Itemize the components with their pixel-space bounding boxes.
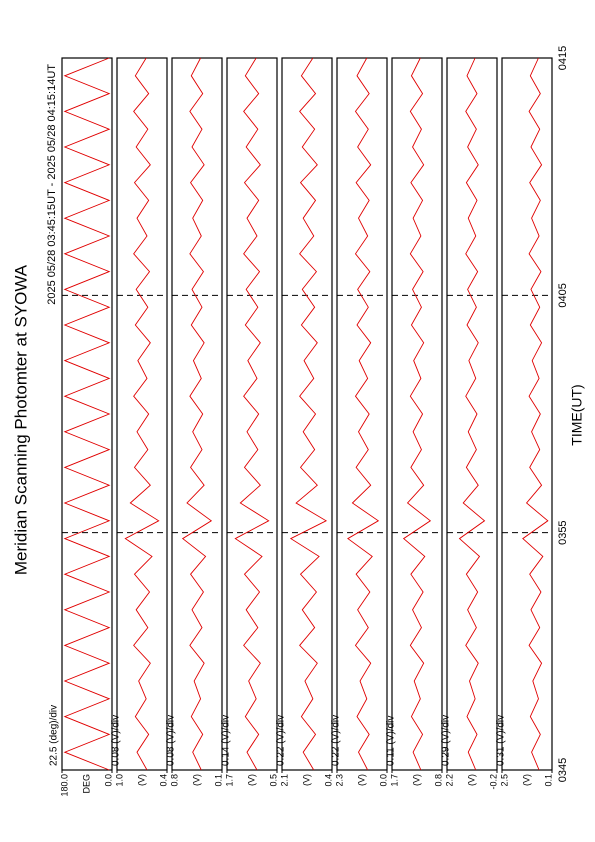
y-unit-label: (V) [521, 774, 531, 786]
scale-label: 0.29 (V)/div [441, 715, 452, 766]
x-tick-label: 0345 [557, 758, 569, 782]
y-tick-label: 0.8 [169, 774, 179, 787]
y-tick-label: 0.4 [158, 774, 168, 787]
signal-line [63, 57, 111, 771]
y-tick-label: 2.5 [499, 774, 509, 787]
y-tick-label: 1.7 [389, 774, 399, 787]
panel-frame [281, 57, 333, 771]
y-tick-label: 2.1 [279, 774, 289, 787]
signal-line [522, 57, 549, 771]
y-tick-label: 0.4 [323, 774, 333, 787]
y-unit-label: (V) [411, 774, 421, 786]
panel-frame [391, 57, 443, 771]
y-unit-label: (V) [356, 774, 366, 786]
signal-line [234, 57, 270, 771]
rotated-plot: Meridian Scanning Photomter at SYOWA 202… [11, 46, 584, 797]
y-tick-label: 0.1 [213, 774, 223, 787]
panel-frame [336, 57, 388, 771]
y-tick-label: 0.0 [103, 774, 113, 787]
y-tick-label: 0.5 [268, 774, 278, 787]
x-tick-label: 0415 [557, 46, 569, 70]
signal-line [402, 57, 432, 771]
signal-line [458, 57, 486, 771]
scale-label: 22.5 (deg)/div [49, 705, 60, 766]
panel-frame [116, 57, 168, 771]
y-tick-label: 0.0 [378, 774, 388, 787]
y-tick-label: -0.2 [488, 774, 498, 790]
scale-label: 0.08 (V)/div [111, 715, 122, 766]
y-tick-label: 1.0 [114, 774, 124, 787]
scale-label: 0.08 (V)/div [166, 715, 177, 766]
y-tick-label: 2.3 [334, 774, 344, 787]
y-unit-label: (V) [301, 774, 311, 786]
y-unit-label: (V) [246, 774, 256, 786]
scale-label: 0.14 (V)/div [221, 715, 232, 766]
signal-line [347, 57, 380, 771]
scale-label: 0.11 (V)/div [386, 716, 397, 766]
chart-title: Meridian Scanning Photomter at SYOWA [11, 264, 30, 575]
scale-label: 0.22 (V)/div [276, 715, 287, 766]
y-tick-label: 180.0 [59, 774, 69, 797]
chart-subtitle: 2025 05/28 03:45:15UT - 2025 05/28 04:15… [46, 64, 58, 305]
y-tick-label: 0.8 [433, 774, 443, 787]
x-tick-label: 0405 [557, 283, 569, 307]
y-unit-label: (V) [466, 774, 476, 786]
signal-line [181, 57, 213, 771]
x-tick-label: 0355 [557, 520, 569, 544]
scale-label: 0.31 (V)/div [496, 715, 507, 766]
y-tick-label: 0.1 [543, 774, 553, 787]
signal-line [289, 57, 328, 771]
y-unit-label: DEG [81, 774, 91, 794]
x-axis-label: TIME(UT) [569, 384, 585, 445]
panel-frame [446, 57, 498, 771]
y-unit-label: (V) [136, 774, 146, 786]
scale-label: 0.22 (V)/div [331, 715, 342, 766]
panel-frame [61, 57, 113, 771]
signal-line [124, 57, 160, 771]
panel-frame [171, 57, 223, 771]
y-unit-label: (V) [191, 774, 201, 786]
y-tick-label: 1.7 [224, 774, 234, 787]
panel-frame [501, 57, 553, 771]
y-tick-label: 2.2 [444, 774, 454, 787]
panel-frame [226, 57, 278, 771]
